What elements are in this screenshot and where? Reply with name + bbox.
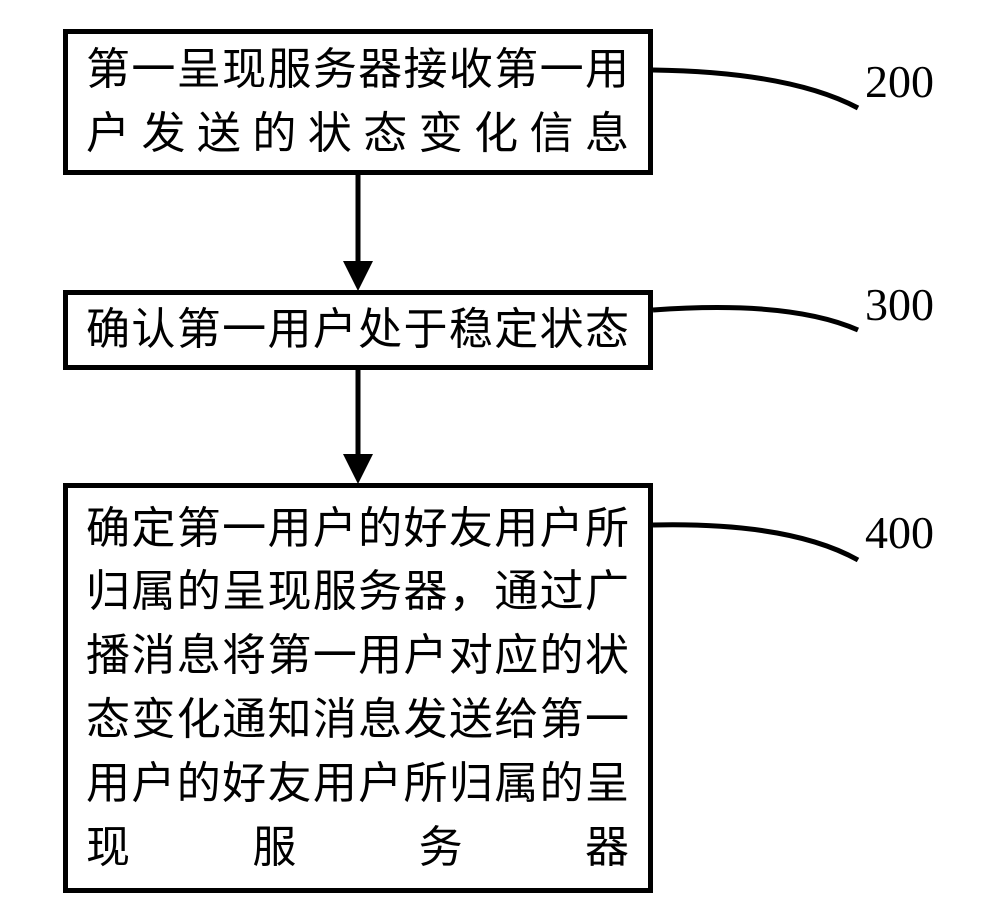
- flowchart-canvas: 第一呈现服务器接收第一用户发送的状态变化信息 200 确认第一用户处于稳定状态 …: [0, 0, 1000, 913]
- flow-step-200-text: 第一呈现服务器接收第一用户发送的状态变化信息: [68, 38, 648, 166]
- flow-step-300-label: 300: [865, 278, 934, 331]
- flow-step-200: 第一呈现服务器接收第一用户发送的状态变化信息: [63, 29, 653, 175]
- flow-step-400: 确定第一用户的好友用户所归属的呈现服务器，通过广播消息将第一用户对应的状态变化通…: [63, 483, 653, 893]
- flow-step-200-label: 200: [865, 55, 934, 108]
- flow-step-300-text: 确认第一用户处于稳定状态: [68, 298, 648, 362]
- flow-step-400-label: 400: [865, 506, 934, 559]
- flow-step-400-text: 确定第一用户的好友用户所归属的呈现服务器，通过广播消息将第一用户对应的状态变化通…: [68, 497, 648, 880]
- flow-step-300: 确认第一用户处于稳定状态: [63, 290, 653, 370]
